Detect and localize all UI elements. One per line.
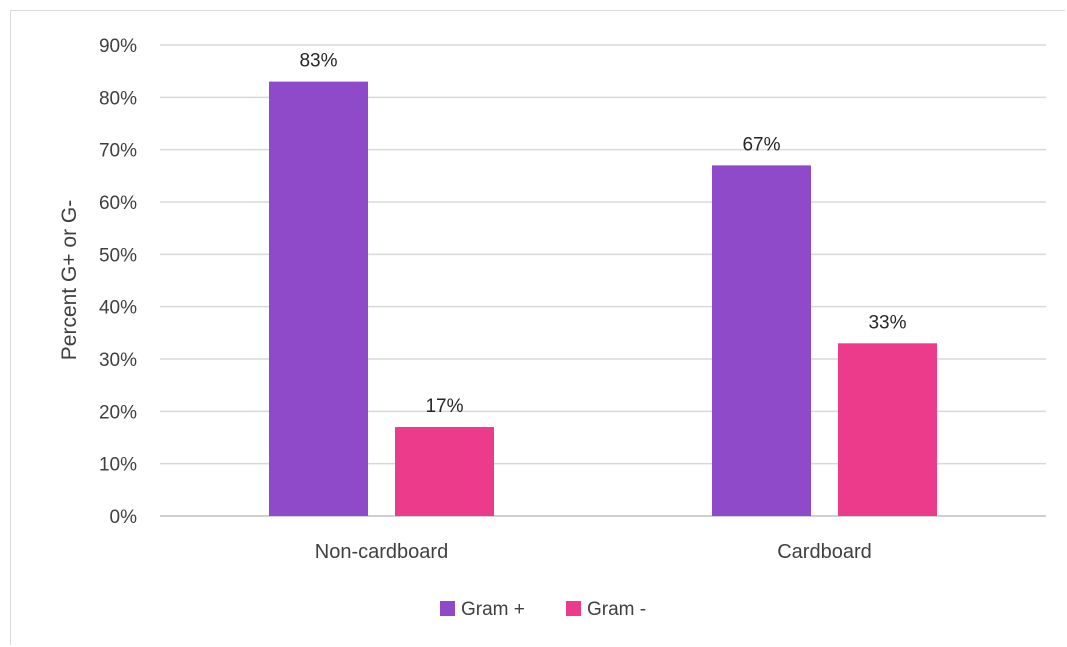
y-axis-ticks: 0% 10% 20% 30% 40% 50% 60% 70% 80% 90% (99, 36, 137, 528)
bars (269, 81, 937, 516)
legend-label: Gram - (587, 599, 646, 620)
y-tick-label: 80% (99, 88, 137, 109)
y-tick-label: 60% (99, 193, 137, 214)
y-tick-label: 70% (99, 141, 137, 162)
y-tick-label: 40% (99, 298, 137, 319)
bar-gram-non-cardboard (395, 427, 494, 516)
legend-label: Gram + (461, 599, 525, 620)
x-category-label: Cardboard (777, 541, 872, 563)
y-tick-label: 90% (99, 36, 137, 57)
y-tick-label: 0% (110, 507, 138, 528)
x-axis-categories: Non-cardboard Cardboard (315, 541, 872, 563)
legend-swatch (566, 601, 581, 616)
bar-gram-cardboard (712, 165, 811, 516)
x-category-label: Non-cardboard (315, 541, 448, 563)
bar-gram-non-cardboard (269, 81, 368, 516)
data-label: 67% (742, 134, 780, 155)
data-label: 33% (868, 312, 906, 333)
y-axis-label: Percent G+ or G- (58, 200, 81, 360)
data-label: 83% (299, 51, 337, 72)
y-tick-label: 30% (99, 350, 137, 371)
legend: Gram + Gram - (440, 599, 646, 620)
y-tick-label: 20% (99, 402, 137, 423)
data-label: 17% (425, 396, 463, 417)
y-tick-label: 10% (99, 455, 137, 476)
bar-gram-cardboard (838, 343, 937, 516)
legend-swatch (440, 601, 455, 616)
data-labels: 83% 17% 67% 33% (299, 51, 906, 417)
chart-frame (10, 10, 1065, 645)
y-tick-label: 50% (99, 245, 137, 266)
